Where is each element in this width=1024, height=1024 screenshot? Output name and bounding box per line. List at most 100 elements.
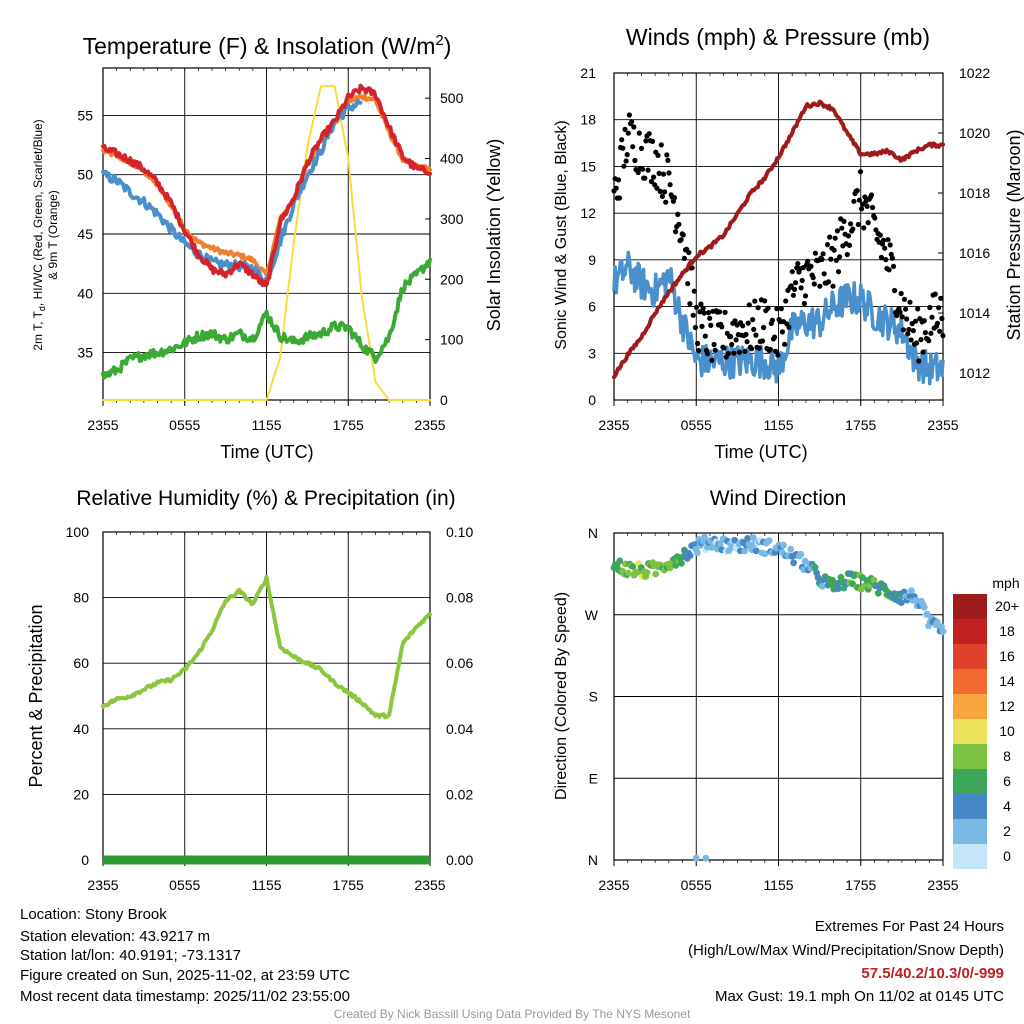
gust-point <box>903 306 909 312</box>
colorbar-swatch <box>953 644 987 669</box>
gust-point <box>824 242 831 248</box>
winds-xtick-label: 1155 <box>763 417 793 433</box>
wind-direction-xtick-label: 0555 <box>681 877 712 893</box>
gust-point <box>690 312 696 318</box>
gust-point <box>664 152 670 158</box>
winds-ytick-label: 15 <box>580 158 596 174</box>
wind-direction-point <box>701 533 708 541</box>
gust-point <box>912 318 919 324</box>
gust-point <box>904 316 910 322</box>
wind-direction-point <box>678 560 685 567</box>
gust-point <box>759 338 766 344</box>
gust-point <box>657 188 663 194</box>
gust-point <box>808 263 814 269</box>
wind-direction-title: Wind Direction <box>710 487 847 510</box>
temperature-xtick-label: 1155 <box>251 417 281 433</box>
gust-point <box>779 329 786 335</box>
gust-point <box>938 295 944 301</box>
wind-direction-panel: Wind Direction Direction (Colored By Spe… <box>553 487 1020 893</box>
gust-point <box>762 298 768 304</box>
wind-direction-point <box>811 563 819 571</box>
gust-point <box>826 279 832 285</box>
latlon-text: Station lat/lon: 40.9191; -73.1317 <box>20 947 242 964</box>
gust-point <box>929 314 935 320</box>
colorbar-label: 6 <box>1003 773 1011 789</box>
gust-point <box>689 265 695 271</box>
winds-ytick-label: 9 <box>588 252 596 268</box>
colorbar-swatch <box>953 819 987 844</box>
gust-point <box>743 331 749 338</box>
gust-point <box>622 126 628 132</box>
gust-point <box>728 334 734 340</box>
gust-point <box>676 221 682 227</box>
wind-direction-ytick-label: E <box>589 770 598 786</box>
wind-direction-point <box>908 587 915 594</box>
temperature-xtick-label: 2355 <box>87 417 118 433</box>
wind-direction-point <box>752 547 760 555</box>
wind-direction-point <box>765 537 773 544</box>
wind-direction-point <box>643 569 651 576</box>
wind-direction-point <box>652 570 660 578</box>
gust-point <box>848 221 854 227</box>
humidity-ytick-label: 100 <box>66 524 90 540</box>
gust-point <box>877 232 883 238</box>
colorbar-swatch <box>953 694 987 719</box>
gust-point <box>651 174 657 180</box>
gust-point <box>667 182 673 188</box>
gust-point <box>936 305 942 311</box>
gust-point <box>642 175 648 181</box>
insolation-line <box>102 85 431 401</box>
gust-point <box>907 299 913 305</box>
gust-point <box>624 152 630 158</box>
gust-point <box>753 332 759 338</box>
gust-point <box>632 157 638 164</box>
pressure-ytick-label: 1014 <box>959 305 990 321</box>
humidity-xtick-label: 0555 <box>169 877 200 893</box>
gust-point <box>750 317 756 323</box>
gust-point <box>658 142 664 148</box>
gust-point <box>832 235 838 241</box>
gust-point <box>619 137 625 143</box>
colorbar-label: 0 <box>1003 848 1011 864</box>
elevation-text: Station elevation: 43.9217 m <box>20 928 211 945</box>
gust-point <box>918 337 924 343</box>
colorbar-swatch <box>953 719 987 744</box>
gust-point <box>662 189 668 195</box>
gust-point <box>773 348 779 354</box>
colorbar-label: 8 <box>1003 748 1011 764</box>
gust-point <box>820 251 826 257</box>
wind-direction-point <box>780 541 787 549</box>
location-text: Location: Stony Brook <box>20 906 167 923</box>
humidity-ylabel: Percent & Precipitation <box>26 604 46 787</box>
gust-point <box>783 298 789 304</box>
gust-point <box>908 337 914 343</box>
colorbar-swatch <box>953 844 987 869</box>
extremes-legend: (High/Low/Max Wind/Precipitation/Snow De… <box>688 942 1004 959</box>
gust-point <box>915 306 921 312</box>
winds-xtick-label: 1755 <box>845 417 876 433</box>
recent-data-text: Most recent data timestamp: 2025/11/02 2… <box>20 988 350 1005</box>
gust-point <box>828 256 834 262</box>
gust-point <box>861 225 867 231</box>
gust-point <box>755 305 761 311</box>
gust-point <box>897 309 903 315</box>
gust-point <box>831 247 837 253</box>
dewpoint-line <box>101 257 432 380</box>
precip-ytick-label: 0.08 <box>446 590 473 606</box>
gust-point <box>788 283 794 289</box>
wind-direction-point <box>870 576 878 584</box>
wind-direction-point <box>939 627 947 635</box>
gust-point <box>894 312 900 319</box>
gust-point <box>625 130 631 136</box>
gust-point <box>742 348 748 354</box>
gust-point <box>686 249 692 256</box>
gust-point <box>906 326 912 333</box>
wind-direction-ylabel: Direction (Colored By Speed) <box>553 592 570 800</box>
colorbar-label: 12 <box>999 698 1015 714</box>
wind-direction-point <box>920 603 928 611</box>
humidity-ytick-label: 0 <box>81 852 89 868</box>
temperature-ytick-label: 35 <box>77 345 93 361</box>
gust-point <box>752 298 758 304</box>
max-gust-text: Max Gust: 19.1 mph On 11/02 at 0145 UTC <box>714 988 1004 1005</box>
gust-point <box>939 315 945 322</box>
